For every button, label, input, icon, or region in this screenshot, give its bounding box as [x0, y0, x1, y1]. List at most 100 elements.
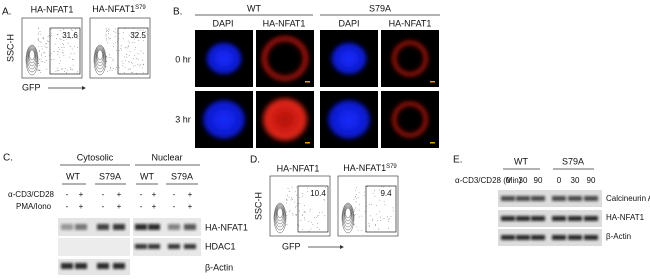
event-dot — [121, 49, 123, 51]
event-dot — [70, 29, 72, 31]
event-dot — [66, 69, 68, 71]
group: - + - + - + - +- + - + - + - + — [58, 190, 201, 275]
event-dot — [296, 205, 298, 207]
shape — [340, 245, 344, 249]
band — [135, 244, 147, 249]
event-dot — [357, 196, 359, 198]
event-dot — [124, 28, 126, 30]
blot — [498, 190, 602, 207]
event-dot — [116, 50, 118, 51]
event-dot — [63, 46, 65, 48]
blot — [58, 238, 130, 256]
event-dot — [63, 44, 65, 46]
event-dot — [109, 37, 111, 39]
band — [61, 263, 73, 269]
event-dot — [72, 36, 74, 38]
contour — [94, 45, 106, 73]
sign: + — [188, 202, 193, 211]
event-dot — [58, 70, 60, 71]
nucleus — [204, 40, 244, 77]
event-dot — [77, 37, 79, 39]
event-dot — [44, 52, 46, 53]
nfat-signal — [259, 94, 311, 145]
event-dot — [354, 196, 356, 198]
event-dot — [50, 29, 52, 30]
event-dot — [286, 199, 288, 201]
event-dot — [308, 221, 310, 222]
band — [97, 224, 109, 230]
event-dot — [70, 68, 72, 70]
event-dot — [41, 61, 43, 62]
event-dot — [55, 71, 57, 72]
event-dot — [45, 60, 47, 61]
label: HA-NFAT1 — [389, 18, 432, 28]
event-dot — [106, 39, 108, 41]
event-dot — [112, 68, 114, 70]
event-dot — [105, 55, 107, 57]
event-dot — [129, 68, 131, 70]
label: α-CD3/CD28 (Min) — [455, 176, 522, 185]
event-dot — [42, 37, 44, 39]
event-dot — [291, 213, 293, 215]
event-dot — [141, 67, 143, 69]
event-dot — [131, 62, 132, 64]
event-dot — [358, 209, 360, 211]
label: 3 hr — [175, 114, 191, 124]
label: 9.4 — [380, 189, 392, 198]
event-dot — [108, 57, 110, 58]
label: 10.4 — [310, 189, 326, 198]
event-dot — [53, 58, 55, 60]
event-dot — [37, 69, 39, 70]
label: 0 hr — [175, 54, 191, 64]
event-dot — [375, 225, 377, 227]
event-dot — [140, 50, 142, 52]
event-dot — [132, 62, 134, 64]
label: Nuclear — [151, 152, 182, 162]
event-dot — [288, 191, 290, 192]
event-dot — [69, 56, 70, 58]
sign: + — [117, 190, 122, 199]
event-dot — [316, 216, 317, 218]
event-dot — [115, 31, 117, 33]
event-dot — [38, 38, 39, 39]
event-dot — [142, 52, 144, 54]
band — [568, 196, 582, 201]
label: β-Actin — [205, 262, 233, 272]
event-dot — [120, 47, 122, 49]
event-dot — [390, 188, 392, 190]
band — [516, 235, 530, 240]
event-dot — [285, 198, 287, 200]
blot — [498, 229, 602, 246]
event-dot — [72, 59, 74, 61]
contour — [345, 207, 351, 219]
contour — [97, 49, 103, 61]
event-dot — [133, 32, 135, 34]
blot — [133, 238, 201, 256]
band — [584, 235, 598, 240]
event-dot — [66, 38, 68, 40]
shape — [82, 86, 86, 90]
event-dot — [111, 69, 113, 71]
label: HA-NFAT1 — [343, 163, 386, 173]
event-dot — [134, 38, 136, 40]
label: HA-NFAT1 — [205, 222, 248, 232]
event-dot — [358, 192, 360, 193]
event-dot — [364, 191, 365, 193]
event-dot — [357, 229, 359, 231]
event-dot — [138, 32, 139, 34]
band — [568, 216, 582, 221]
event-dot — [129, 51, 131, 52]
event-dot — [307, 191, 309, 192]
band — [135, 224, 147, 230]
event-dot — [56, 38, 57, 40]
event-dot — [47, 36, 49, 38]
band — [61, 224, 73, 230]
event-dot — [387, 193, 388, 195]
event-dot — [300, 220, 302, 221]
contour — [27, 46, 37, 70]
event-dot — [310, 228, 312, 230]
label: HA-NFAT1S79 — [343, 163, 397, 173]
event-dot — [379, 211, 381, 213]
event-dot — [137, 29, 139, 31]
event-dot — [59, 38, 61, 40]
